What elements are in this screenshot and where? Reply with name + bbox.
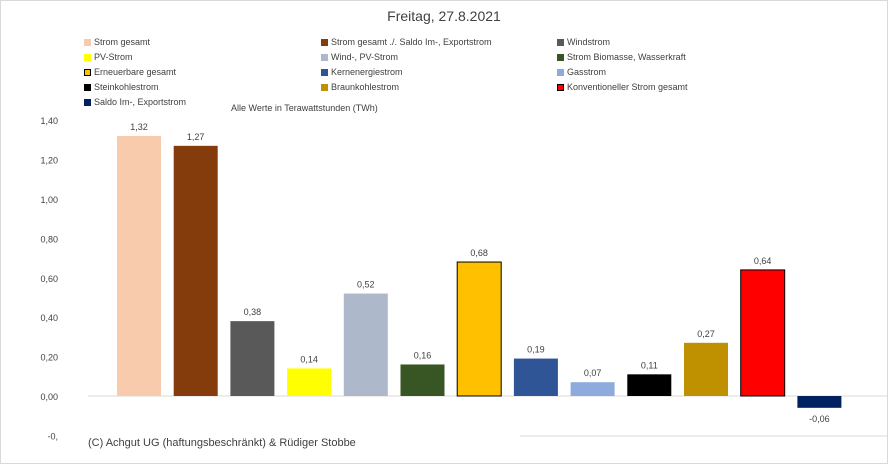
data-label: 0,64	[754, 256, 772, 266]
legend-item-wind-pv-strom: Wind-, PV-Strom	[321, 52, 398, 62]
legend-item-strom-gesamt-saldo: Strom gesamt ./. Saldo Im-, Exportstrom	[321, 37, 492, 47]
y-tick-label: 1,00	[40, 195, 58, 205]
legend-item-saldo-im-export: Saldo Im-, Exportstrom	[84, 97, 186, 107]
data-label: 0,38	[244, 307, 262, 317]
bar	[627, 374, 672, 396]
data-label: 0,11	[641, 360, 658, 370]
legend-label: Saldo Im-, Exportstrom	[94, 97, 187, 107]
bar	[287, 368, 332, 396]
legend-item-braunkohlestrom: Braunkohlestrom	[321, 82, 399, 92]
legend-label: PV-Strom	[94, 52, 133, 62]
legend-swatch	[84, 98, 91, 106]
data-label: 0,68	[470, 248, 488, 258]
data-label: -0,06	[809, 414, 830, 424]
legend-item-kernenergiestrom: Kernenergiestrom	[321, 67, 403, 77]
legend-label: Gasstrom	[567, 67, 607, 77]
data-label: 1,27	[187, 132, 205, 142]
y-tick-label: 1,20	[40, 156, 58, 166]
bar	[117, 135, 161, 396]
legend-swatch	[557, 68, 564, 76]
bar	[513, 358, 558, 396]
legend-label: Strom gesamt ./. Saldo Im-, Exportstrom	[331, 37, 492, 47]
legend-label: Strom Biomasse, Wasserkraft	[567, 52, 686, 62]
legend-item-konventioneller-strom: Konventioneller Strom gesamt	[557, 82, 688, 92]
legend-item-biomasse-wasserkraft: Strom Biomasse, Wasserkraft	[557, 52, 686, 62]
bar	[684, 342, 728, 396]
data-label: 0,14	[300, 354, 318, 364]
data-label: 0,52	[357, 280, 375, 290]
legend-swatch	[557, 38, 564, 46]
data-label: 1,32	[130, 122, 148, 132]
y-tick-label: 0,60	[40, 274, 58, 284]
y-tick-label: 0,00	[40, 392, 58, 402]
legend-label: Wind-, PV-Strom	[331, 52, 399, 62]
data-label: 0,07	[584, 368, 602, 378]
legend-item-erneuerbare-gesamt: Erneuerbare gesamt	[84, 67, 176, 77]
bar	[400, 364, 445, 396]
bar	[740, 269, 786, 397]
legend-item-strom-gesamt: Strom gesamt	[84, 37, 150, 47]
copyright-text: (C) Achgut UG (haftungsbeschränkt) & Rüd…	[88, 437, 356, 449]
y-tick-label: 0,80	[40, 234, 58, 244]
legend-swatch	[321, 83, 328, 91]
legend-label: Steinkohlestrom	[94, 82, 159, 92]
data-label: 0,16	[414, 350, 432, 360]
data-label: 0,19	[527, 345, 545, 355]
legend-swatch	[321, 53, 328, 61]
legend-item-steinkohlestrom: Steinkohlestrom	[84, 82, 159, 92]
legend-label: Windstrom	[567, 37, 611, 47]
legend-swatch	[84, 38, 91, 46]
legend-swatch	[84, 83, 91, 91]
legend-label: Braunkohlestrom	[331, 82, 400, 92]
legend-label: Strom gesamt	[94, 37, 151, 47]
legend-label: Kernenergiestrom	[331, 67, 403, 77]
legend-swatch	[84, 68, 91, 76]
legend-swatch	[321, 38, 328, 46]
legend-swatch	[557, 83, 564, 91]
legend-label: Konventioneller Strom gesamt	[567, 82, 688, 92]
bar	[230, 321, 275, 396]
legend-label: Erneuerbare gesamt	[94, 67, 177, 77]
y-tick-label: 1,40	[40, 116, 58, 126]
y-tick-label: 0,40	[40, 313, 58, 323]
bar	[570, 382, 615, 396]
legend-item-windstrom: Windstrom	[557, 37, 610, 47]
legend-swatch	[84, 53, 91, 61]
chart-title: Freitag, 27.8.2021	[387, 8, 501, 24]
legend-swatch	[557, 53, 564, 61]
y-tick-label: -0,	[47, 431, 58, 441]
bar	[343, 293, 388, 396]
legend-swatch	[321, 68, 328, 76]
legend-item-pv-strom: PV-Strom	[84, 52, 133, 62]
bar	[456, 261, 502, 397]
chart-subtitle: Alle Werte in Terawattstunden (TWh)	[231, 103, 378, 113]
legend-item-gasstrom: Gasstrom	[557, 67, 606, 77]
y-tick-label: 0,20	[40, 353, 58, 363]
bar	[173, 145, 218, 396]
data-label: 0,27	[697, 329, 715, 339]
bar	[797, 396, 842, 408]
